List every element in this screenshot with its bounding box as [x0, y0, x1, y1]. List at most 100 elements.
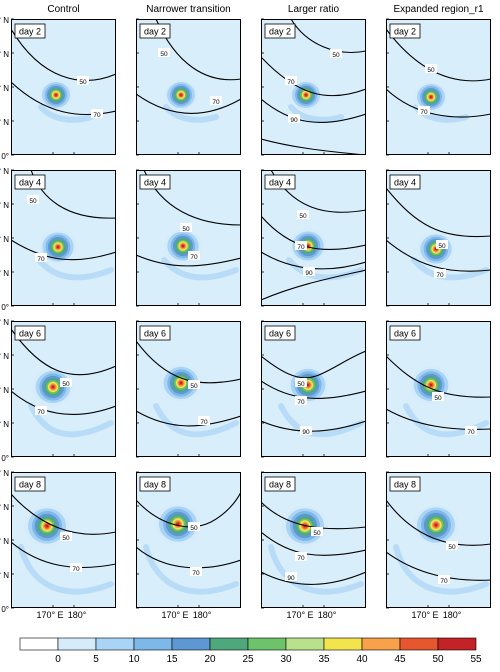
- column-title: Narrower transition: [146, 4, 230, 15]
- day-label: day 6: [19, 329, 41, 339]
- y-tick-label: 40° N: [0, 318, 9, 327]
- shading-ring: [176, 522, 180, 526]
- colorbar-label: 35: [318, 654, 330, 665]
- y-tick-label: 10° N: [0, 420, 9, 429]
- contour-label-box: [465, 426, 477, 435]
- colorbar-swatch: [171, 637, 211, 651]
- geopotential-contour: [261, 501, 366, 530]
- contour-label: 90: [287, 575, 295, 582]
- contour-label-box: [300, 426, 312, 435]
- column-title: Expanded region_r1: [393, 4, 484, 15]
- contour-label-box: [158, 48, 170, 57]
- contour-label: 90: [302, 429, 310, 436]
- map-panel: 50 70 90 day 2: [261, 18, 366, 156]
- geopotential-contour: [386, 88, 491, 118]
- rain-band: [393, 544, 489, 595]
- day-label: day 8: [269, 480, 291, 490]
- contour-label-box: [436, 240, 448, 249]
- contour-label: 70: [440, 578, 448, 585]
- colorbar-label: 15: [166, 654, 178, 665]
- geopotential-contour: [136, 491, 241, 528]
- rain-band: [38, 104, 94, 123]
- y-tick-label: 10° N: [0, 269, 9, 278]
- cyclone-shading: [288, 229, 328, 263]
- geopotential-contour: [136, 410, 241, 427]
- colorbar-swatch: [323, 637, 363, 651]
- contour-label: 50: [332, 52, 340, 59]
- map-panel: 50 70 day 4: [136, 169, 241, 307]
- y-tick-label: 0°: [1, 303, 9, 312]
- colorbar-swatch: [437, 637, 477, 651]
- colorbar-swatch: [133, 637, 173, 651]
- shading-ring: [305, 94, 307, 96]
- contour-label-box: [60, 378, 72, 387]
- cyclone-shading: [409, 366, 453, 404]
- shading-ring: [51, 385, 55, 389]
- colorbar-label: 50: [432, 654, 444, 665]
- contour-label: 70: [72, 566, 80, 573]
- contour-label-box: [295, 241, 307, 250]
- shading-ring: [55, 94, 57, 96]
- geopotential-contour: [11, 541, 116, 569]
- contour-label: 50: [190, 383, 198, 390]
- contour-label: 50: [299, 213, 307, 220]
- map-panel: 50 70 day 6: [136, 320, 241, 458]
- day-label: day 6: [394, 329, 416, 339]
- contour-label: 90: [290, 117, 298, 124]
- geopotential-contour: [261, 138, 366, 155]
- colorbar-swatch: [209, 637, 249, 651]
- day-label: day 6: [269, 329, 291, 339]
- colorbar-label: 5: [93, 654, 99, 665]
- y-tick-label: 0°: [1, 152, 9, 161]
- y-tick-label: 40° N: [0, 16, 9, 25]
- contour-label: 70: [436, 272, 444, 279]
- contour-label: 90: [305, 270, 313, 277]
- day-label-box: [139, 476, 171, 492]
- geopotential-contour: [386, 408, 491, 430]
- cyclone-shading: [289, 80, 323, 110]
- contour-label-box: [303, 267, 315, 276]
- y-tick-label: 30° N: [0, 50, 9, 59]
- geopotential-contour: [136, 340, 241, 384]
- day-label: day 8: [19, 480, 41, 490]
- day-label-box: [14, 325, 46, 341]
- contour-label-box: [60, 532, 72, 541]
- rain-band: [36, 257, 114, 281]
- contour-label-box: [91, 109, 103, 118]
- map-panel: 50 70 90 day 8: [261, 471, 366, 609]
- map-panel: 50 70 day 6: [386, 320, 491, 458]
- shading-ring: [56, 245, 60, 249]
- rain-band: [288, 104, 344, 123]
- rain-band: [153, 403, 239, 438]
- map-panel: 50 70 day 2: [386, 18, 491, 156]
- map-panel: 50 70 day 8: [386, 471, 491, 609]
- geopotential-contour: [261, 269, 366, 301]
- contour-label-box: [295, 396, 307, 405]
- rain-band: [18, 544, 114, 595]
- contour-label: 70: [212, 99, 220, 106]
- colorbar-swatch: [285, 637, 325, 651]
- column-title: Control: [47, 4, 79, 15]
- shading-ring: [429, 383, 433, 387]
- colorbar-swatch: [247, 637, 287, 651]
- contour-label-box: [330, 49, 342, 58]
- geopotential-contour: [136, 93, 241, 114]
- y-tick-label: 40° N: [0, 469, 9, 478]
- contour-label-box: [288, 114, 300, 123]
- contour-label: 70: [420, 109, 428, 116]
- contour-label: 50: [29, 198, 37, 205]
- contour-label-box: [188, 522, 200, 531]
- cyclone-shading: [39, 80, 73, 110]
- contour-label-box: [311, 527, 323, 536]
- contour-label-box: [190, 567, 202, 576]
- map-panel: 50 70 day 2: [136, 18, 241, 156]
- contour-label-box: [198, 416, 210, 425]
- contour-label: 70: [93, 112, 101, 119]
- contour-label: 50: [313, 530, 321, 537]
- y-tick-label: 20° N: [0, 235, 9, 244]
- contour-label-box: [35, 406, 47, 415]
- contour-label: 70: [467, 429, 475, 436]
- map-panel: 50 70 day 8: [11, 471, 116, 609]
